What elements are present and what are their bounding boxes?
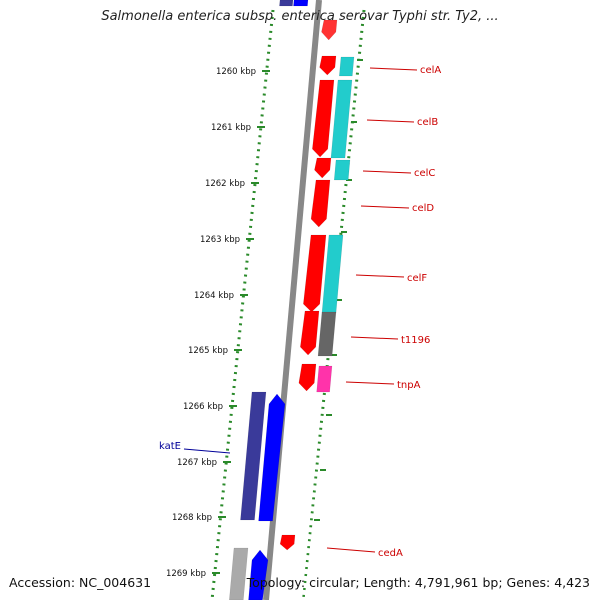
gene-label-cedA[interactable]: cedA <box>378 548 403 559</box>
gene-label-celA[interactable]: celA <box>420 65 441 76</box>
scale-tick-label: 1267 kbp <box>177 458 217 468</box>
cog-bar-celF[interactable] <box>321 234 344 314</box>
gene-label-celD[interactable]: celD <box>412 203 434 214</box>
scale-tick-label: 1260 kbp <box>216 67 256 77</box>
gc-dots-inner <box>301 9 366 600</box>
scale-tick-label: 1261 kbp <box>211 123 251 133</box>
genome-summary: Topology: circular; Length: 4,791,961 bp… <box>246 575 590 590</box>
forward-cds-celB[interactable] <box>312 79 335 158</box>
gene-label-tnpA[interactable]: tnpA <box>397 380 421 391</box>
scale-tick-label: 1262 kbp <box>205 179 245 189</box>
reverse-cds-partial-top[interactable] <box>293 0 309 7</box>
gc-dots-outer <box>210 9 275 600</box>
scale-tick-label: 1266 kbp <box>183 402 223 412</box>
forward-cds-celA[interactable] <box>319 55 337 76</box>
cog-bar-celB[interactable] <box>330 79 353 159</box>
forward-cds-celC[interactable] <box>314 157 332 179</box>
gene-label-leader <box>183 448 231 454</box>
gene-features[interactable] <box>229 0 355 600</box>
cog-bar-tnpA[interactable] <box>316 365 333 393</box>
forward-cds-celD[interactable] <box>310 179 331 228</box>
gene-label-t1196[interactable]: t1196 <box>401 335 430 346</box>
gene-label-leader <box>326 547 376 553</box>
scale-tick-label: 1265 kbp <box>188 346 228 356</box>
reverse-cds-katE[interactable] <box>258 393 286 522</box>
gene-label-leader <box>362 170 412 174</box>
scale-tick-label: 1264 kbp <box>194 291 234 301</box>
gene-label-leader <box>366 119 415 123</box>
gene-label-katE[interactable]: katE <box>159 441 181 452</box>
gene-label-leader <box>369 67 418 71</box>
forward-cds-tnpA[interactable] <box>298 363 317 392</box>
scale-ticks: 1260 kbp 1261 kbp 1262 kbp 1263 kbp 1264 kbp… <box>166 59 363 579</box>
map-title: Salmonella enterica subsp. enterica sero… <box>101 9 499 24</box>
forward-cds-top[interactable] <box>321 19 338 41</box>
scale-tick-label: 1269 kbp <box>166 569 206 579</box>
cog-bar-partial-bottom[interactable] <box>229 547 249 600</box>
cog-bar-celA[interactable] <box>339 56 355 77</box>
gene-label-celC[interactable]: celC <box>414 168 435 179</box>
forward-cds-t1196[interactable] <box>300 310 320 356</box>
reverse-cds-partial-bottom[interactable] <box>248 549 269 600</box>
gene-label-celF[interactable]: celF <box>407 273 427 284</box>
scale-tick-label: 1263 kbp <box>200 235 240 245</box>
gene-label-leader <box>345 381 395 385</box>
scale-tick-label: 1268 kbp <box>172 513 212 523</box>
genome-backbone <box>263 0 322 600</box>
forward-cds-cedA[interactable] <box>279 534 296 551</box>
gene-labels[interactable]: celA celB celC celD celF t1196 tnpA katE cedA <box>159 65 441 559</box>
accession-label: Accession: NC_004631 <box>9 575 152 590</box>
cog-bar-partial-top[interactable] <box>279 0 294 7</box>
gene-label-leader <box>355 274 405 278</box>
gene-label-celB[interactable]: celB <box>417 117 438 128</box>
forward-cds-celF[interactable] <box>303 234 327 313</box>
cog-bar-celC[interactable] <box>333 159 351 181</box>
cog-bar-t1196[interactable] <box>317 311 337 357</box>
gene-label-leader <box>350 336 399 340</box>
cog-bar-katE[interactable] <box>240 391 267 521</box>
gene-label-leader <box>360 205 410 209</box>
